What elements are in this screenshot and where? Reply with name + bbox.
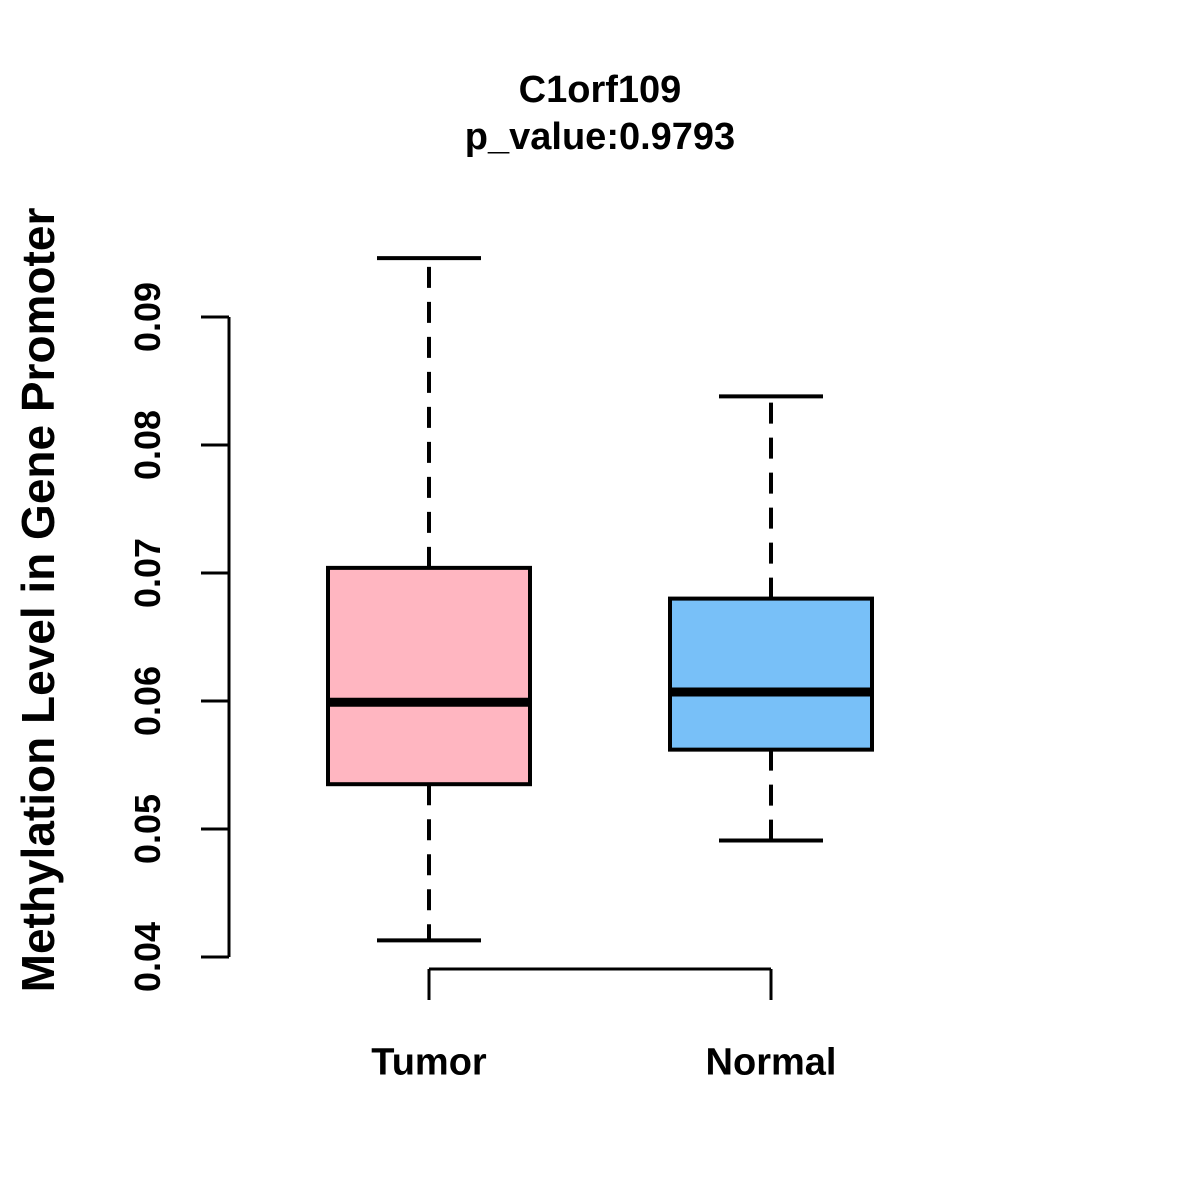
y-tick-label: 0.08 <box>127 409 168 481</box>
x-axis-label-tumor: Tumor <box>371 1041 487 1084</box>
y-tick-label: 0.07 <box>127 537 168 609</box>
chart-title: C1orf109 <box>518 69 682 111</box>
tumor-box <box>326 565 532 787</box>
y-tick-label: 0.09 <box>127 281 168 353</box>
chart-subtitle: p_value:0.9793 <box>464 116 736 158</box>
y-tick-label: 0.06 <box>127 665 168 737</box>
y-tick-label: 0.05 <box>127 793 168 865</box>
y-tick-label: 0.04 <box>127 921 168 993</box>
x-axis-label-normal: Normal <box>705 1041 837 1084</box>
normal-box <box>668 596 874 752</box>
